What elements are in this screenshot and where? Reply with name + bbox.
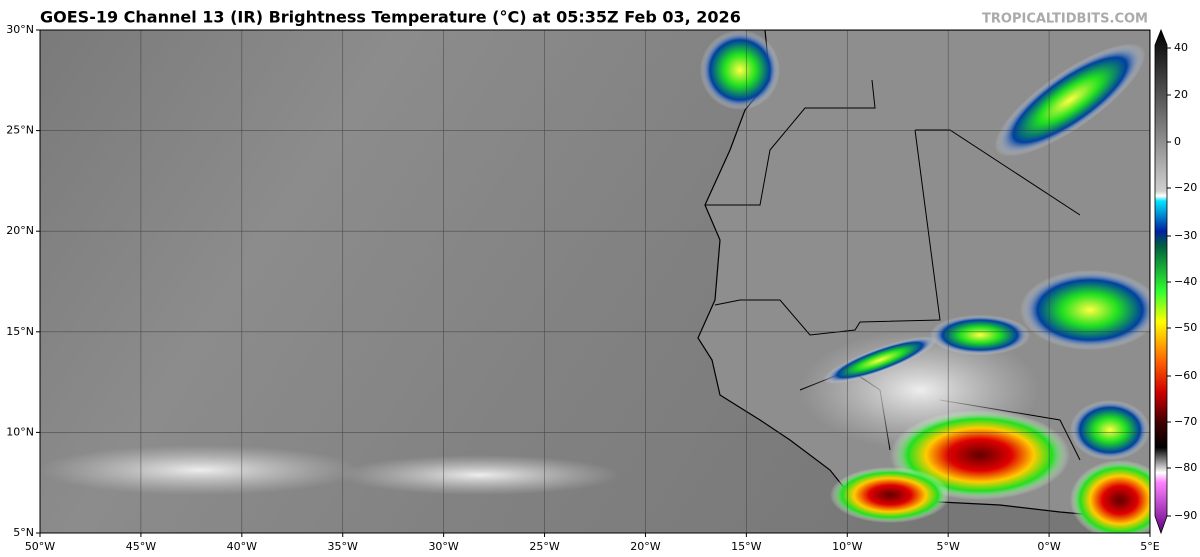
map-frame <box>39 29 1151 534</box>
colorbar-label: 40 <box>1174 41 1188 54</box>
lon-label: 20°W <box>630 540 660 553</box>
colorbar-label: 20 <box>1174 88 1188 101</box>
watermark: TROPICALTIDBITS.COM <box>982 12 1148 27</box>
colorbar-label: −50 <box>1174 321 1197 334</box>
lon-label: 50°W <box>25 540 55 553</box>
lon-label: 45°W <box>126 540 156 553</box>
lat-label: 15°N <box>6 325 34 338</box>
lat-label: 10°N <box>6 425 34 438</box>
cloud <box>930 315 1030 355</box>
imagery <box>40 30 1150 533</box>
lat-label: 20°N <box>6 224 34 237</box>
cloud <box>340 455 620 495</box>
cloud <box>1070 400 1150 460</box>
colorbar-label: −60 <box>1174 369 1197 382</box>
graticule <box>40 30 1150 533</box>
lon-label: 5°W <box>936 540 959 553</box>
lon-label: 35°W <box>328 540 358 553</box>
cloud <box>700 30 780 110</box>
title: GOES-19 Channel 13 (IR) Brightness Tempe… <box>40 8 741 27</box>
colorbar <box>1154 28 1168 535</box>
borders <box>705 79 1081 461</box>
cloud <box>1020 270 1150 350</box>
lon-label: 40°W <box>227 540 257 553</box>
colorbar-label: −70 <box>1174 415 1197 428</box>
lon-label: 25°W <box>529 540 559 553</box>
colorbar-label: 0 <box>1174 135 1181 148</box>
lon-label: 5°E <box>1140 540 1159 553</box>
colorbar-label: −80 <box>1174 461 1197 474</box>
lat-label: 5°N <box>13 526 34 539</box>
storm <box>830 467 950 523</box>
lon-label: 0°W <box>1037 540 1060 553</box>
lat-label: 30°N <box>6 23 34 36</box>
cloud <box>994 43 1146 157</box>
lat-label: 25°N <box>6 124 34 137</box>
colorbar-label: −30 <box>1174 229 1197 242</box>
storm <box>1070 460 1150 533</box>
colorbar-label: −40 <box>1174 275 1197 288</box>
lon-label: 30°W <box>428 540 458 553</box>
lon-label: 15°W <box>731 540 761 553</box>
cloud <box>823 336 937 384</box>
cloud <box>40 445 360 495</box>
colorbar-label: −20 <box>1174 181 1197 194</box>
lon-label: 10°W <box>832 540 862 553</box>
colorbar-label: −90 <box>1174 509 1197 522</box>
